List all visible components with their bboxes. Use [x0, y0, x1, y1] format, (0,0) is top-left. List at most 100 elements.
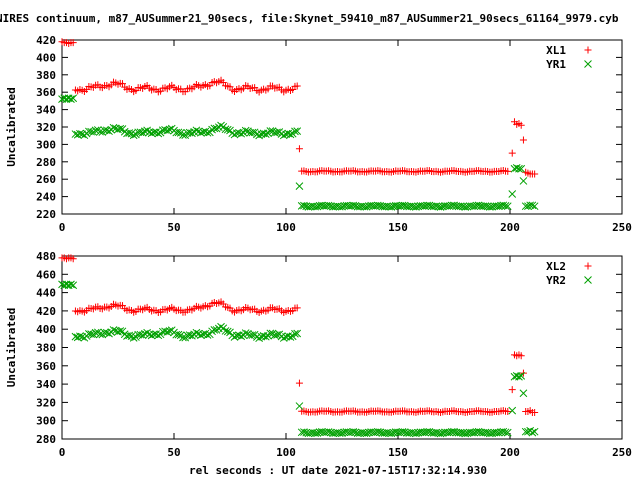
data-point — [261, 130, 270, 138]
legend-marker — [584, 60, 592, 68]
data-point — [412, 429, 420, 438]
legend-marker — [584, 276, 592, 284]
y-tick-label: 460 — [36, 268, 56, 281]
data-point — [501, 202, 510, 210]
data-point — [293, 82, 301, 90]
data-point — [67, 95, 75, 104]
data-point — [450, 201, 458, 210]
data-point — [517, 121, 525, 129]
x-tick-label: 150 — [388, 446, 408, 459]
data-point — [508, 406, 517, 415]
plot-panel-2: 280 300 320 340 360 380 400 420 440 460 480 0 50 100 1… — [5, 250, 632, 459]
y-tick-label: 300 — [36, 415, 56, 428]
data-point — [174, 128, 183, 137]
data-point — [474, 427, 483, 436]
y-tick-label: 440 — [36, 287, 56, 300]
data-point — [163, 126, 172, 135]
data-point — [503, 202, 512, 211]
data-point — [324, 428, 333, 436]
data-point — [515, 164, 523, 173]
data-point — [531, 170, 539, 178]
data-point — [530, 202, 539, 211]
plot-panel-1: 220 240 260 280 300 320 340 360 380 400 420 0 50 100 1… — [5, 34, 632, 234]
data-point — [188, 331, 196, 340]
data-point — [349, 201, 358, 210]
data-point — [517, 372, 526, 380]
series-YR2 — [58, 280, 539, 438]
data-point — [76, 332, 84, 341]
data-point — [531, 408, 539, 416]
data-point — [237, 332, 246, 341]
y-tick-label: 280 — [36, 433, 56, 446]
data-point — [210, 325, 219, 334]
data-point — [295, 182, 304, 191]
chart-title: NIRES continuum, m87_AUSummer21_90secs, … — [0, 12, 619, 25]
y-axis-label: Uncalibrated — [5, 87, 18, 166]
data-point — [241, 329, 250, 337]
data-point — [147, 331, 156, 340]
x-tick-label: 200 — [500, 446, 520, 459]
y-tick-label: 420 — [36, 305, 56, 318]
data-point — [432, 428, 440, 437]
y-tick-label: 400 — [36, 323, 56, 336]
data-point — [255, 131, 263, 140]
legend-marker — [584, 46, 592, 54]
data-point — [300, 201, 308, 210]
data-point — [398, 201, 407, 210]
data-point — [338, 429, 346, 437]
data-point — [241, 126, 250, 135]
data-point — [87, 330, 95, 338]
data-point — [286, 333, 295, 341]
data-point — [494, 202, 503, 211]
data-point — [517, 164, 526, 173]
data-point — [300, 428, 308, 436]
data-point — [129, 334, 138, 342]
data-point — [349, 428, 358, 436]
data-point — [212, 326, 221, 334]
data-point — [165, 125, 174, 134]
data-point — [295, 402, 304, 410]
x-tick-label: 0 — [59, 221, 66, 234]
data-point — [237, 129, 246, 138]
data-point — [450, 427, 458, 436]
data-point — [203, 331, 212, 339]
data-point — [519, 177, 528, 185]
data-point — [69, 281, 78, 290]
x-tick-label: 250 — [612, 446, 632, 459]
data-point — [248, 128, 257, 137]
data-point — [503, 428, 512, 437]
data-point — [217, 121, 225, 130]
data-point — [521, 427, 530, 436]
data-point — [165, 327, 174, 335]
y-tick-label: 320 — [36, 396, 56, 409]
data-point — [494, 428, 503, 437]
data-point — [230, 333, 239, 341]
data-point — [279, 334, 288, 342]
data-point — [174, 330, 183, 339]
data-point — [456, 428, 465, 437]
data-point — [212, 124, 221, 133]
y-tick-label: 340 — [36, 104, 56, 117]
data-point — [530, 427, 539, 436]
data-point — [129, 131, 138, 140]
data-point — [210, 124, 219, 133]
data-point — [179, 131, 187, 139]
data-point — [109, 123, 118, 132]
data-point — [69, 255, 77, 263]
series-XL1 — [58, 38, 539, 178]
data-point — [255, 334, 263, 343]
data-point — [524, 427, 532, 436]
data-point — [362, 429, 371, 438]
y-tick-label: 380 — [36, 69, 56, 82]
data-point — [116, 124, 125, 133]
data-point — [293, 304, 301, 312]
data-point — [223, 125, 232, 134]
data-point — [125, 331, 134, 340]
data-point — [293, 329, 302, 338]
data-point — [91, 126, 100, 135]
series-XL2 — [58, 254, 539, 416]
data-point — [76, 129, 84, 138]
data-point — [461, 203, 470, 211]
data-point — [279, 131, 288, 140]
data-point — [519, 389, 528, 398]
